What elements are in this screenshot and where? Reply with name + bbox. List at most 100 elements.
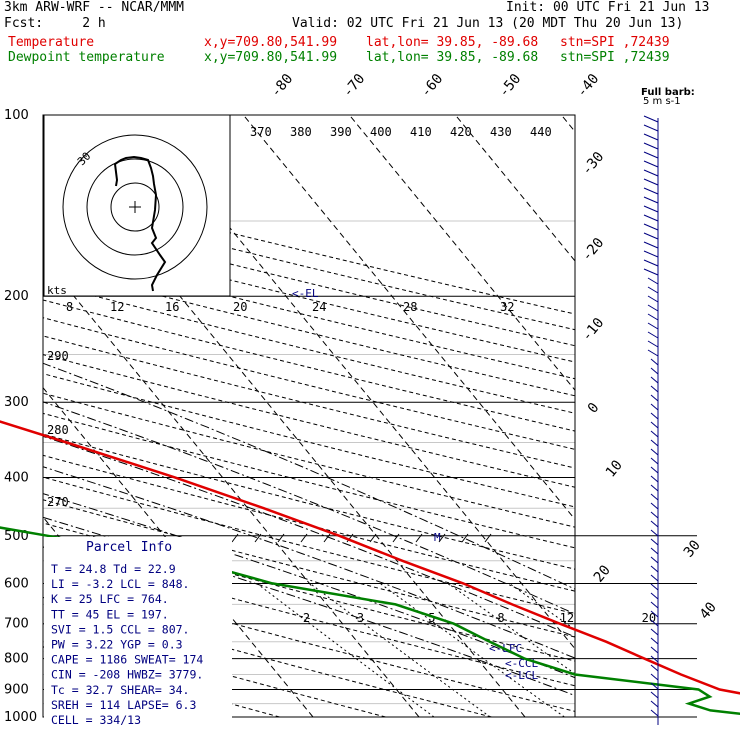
wind-barb <box>643 268 659 276</box>
parcel-info-row: PW = 3.22 YGP = 0.3 <box>51 638 183 652</box>
hodograph-ring-3 <box>62 134 208 280</box>
pressure-label-800: 800 <box>4 652 29 667</box>
wind-barb <box>643 241 659 249</box>
wind-barb <box>643 223 659 231</box>
wind-barb <box>650 565 659 573</box>
forecast-hour: Fcst: 2 h <box>4 16 106 31</box>
wind-barb <box>643 250 659 258</box>
wind-barb <box>650 484 659 492</box>
isotherm-label-0: 0 <box>585 400 603 417</box>
isotherm-label--30: -30 <box>579 149 608 179</box>
mixing-ratio-label-3: 3 <box>357 611 364 625</box>
wind-barb <box>650 655 659 663</box>
wind-tick-0 <box>231 533 239 543</box>
wind-barb <box>650 682 659 690</box>
mixing-ratio-label-2: 2 <box>303 611 310 625</box>
mixing-ratio-label-8: 8 <box>497 611 504 625</box>
wind-barb <box>647 277 659 285</box>
hodograph-ring-1 <box>110 182 160 232</box>
wind-barb <box>647 322 659 330</box>
lcl-annotation: <-LCL <box>505 669 538 682</box>
wind-barb <box>643 160 659 168</box>
wind-barb <box>650 448 659 456</box>
mixing-ratio-20 <box>590 583 740 717</box>
hodo-speed-label-16: 16 <box>165 300 179 314</box>
hodograph-ring-2 <box>86 158 184 256</box>
wind-barb <box>650 403 659 411</box>
wind-barb <box>643 187 659 195</box>
wind-tick-10 <box>461 533 469 543</box>
pressure-label-900: 900 <box>4 682 29 697</box>
parcel-info-row: LI = -3.2 LCL = 848. <box>51 577 189 591</box>
dry-adiabat-450 <box>43 232 575 363</box>
wind-barb <box>650 475 659 483</box>
wind-barb <box>650 646 659 654</box>
wind-tick-3 <box>300 533 308 543</box>
hodo-speed-label-24: 24 <box>312 300 326 314</box>
theta-label-430: 430 <box>490 125 512 139</box>
wind-barb <box>650 592 659 600</box>
parcel-info-row: SVI = 1.5 CCL = 807. <box>51 622 189 636</box>
pressure-label-100: 100 <box>4 108 29 123</box>
mixing-ratio-5 <box>379 582 565 718</box>
wind-barb <box>650 583 659 591</box>
parcel-info-row: TT = 45 EL = 197. <box>51 607 169 621</box>
parcel-info-title: Parcel Info <box>86 540 172 555</box>
theta-left-label-270: 270 <box>47 495 69 509</box>
parcel-info-row: Tc = 32.7 SHEAR= 34. <box>51 683 189 697</box>
wind-tick-7 <box>392 533 400 543</box>
wind-barb <box>650 367 659 375</box>
isotherm-label--50: -50 <box>496 71 525 101</box>
mixed-layer-marker: M <box>434 531 441 544</box>
theta-label-420: 420 <box>450 125 472 139</box>
dry-adiabat-270 <box>43 596 492 718</box>
wind-tick-6 <box>369 533 377 543</box>
dry-adiabat-390 <box>43 335 575 469</box>
mixing-ratio-3 <box>309 583 491 718</box>
theta-label-410: 410 <box>410 125 432 139</box>
theta-label-440: 440 <box>530 125 552 139</box>
wind-barb <box>650 691 659 699</box>
wind-barb <box>650 466 659 474</box>
isotherm-label-30: 30 <box>681 537 704 560</box>
hodograph-clip <box>62 134 208 292</box>
mixing-ratio-8 <box>447 582 575 675</box>
wind-barb <box>643 169 659 177</box>
hodo-speed-label-32: 32 <box>500 300 514 314</box>
pressure-label-600: 600 <box>4 576 29 591</box>
wind-barb <box>650 538 659 546</box>
wind-barb <box>643 124 659 132</box>
init-time: Init: 00 UTC Fri 21 Jun 13 <box>506 0 710 15</box>
isotherm-label--60: -60 <box>418 71 447 101</box>
wind-barb <box>650 439 659 447</box>
wind-barb <box>650 673 659 681</box>
parcel-info-row: CELL = 334/13 <box>51 713 141 727</box>
parcel-panel-bg <box>44 537 232 723</box>
wind-barb <box>643 232 659 240</box>
pressure-label-200: 200 <box>4 289 29 304</box>
hodograph-trace <box>113 155 167 292</box>
wind-barb <box>650 421 659 429</box>
theta-label-400: 400 <box>370 125 392 139</box>
temperature-profile <box>0 420 740 695</box>
wind-barb <box>647 304 659 312</box>
theta-label-380: 380 <box>290 125 312 139</box>
isotherm-label--80: -80 <box>268 71 297 101</box>
wind-barbs: Full barb:5 m s-1 <box>641 87 695 725</box>
wind-barb <box>643 133 659 141</box>
temperature-station: stn=SPI ,72439 <box>560 35 670 50</box>
wind-barb <box>650 493 659 501</box>
wind-barb <box>643 259 659 267</box>
wind-tick-5 <box>346 533 354 543</box>
wind-barb-column <box>643 115 659 725</box>
parcel-info-row: CAPE = 1186 SWEAT= 174 <box>51 653 203 667</box>
pressure-label-400: 400 <box>4 470 29 485</box>
wind-barb <box>647 340 659 348</box>
dewpoint-legend: Dewpoint temperature <box>8 50 165 65</box>
wind-tick-11 <box>484 533 492 543</box>
wind-barb <box>650 664 659 672</box>
wind-barb <box>650 700 659 708</box>
wind-barb <box>650 637 659 645</box>
